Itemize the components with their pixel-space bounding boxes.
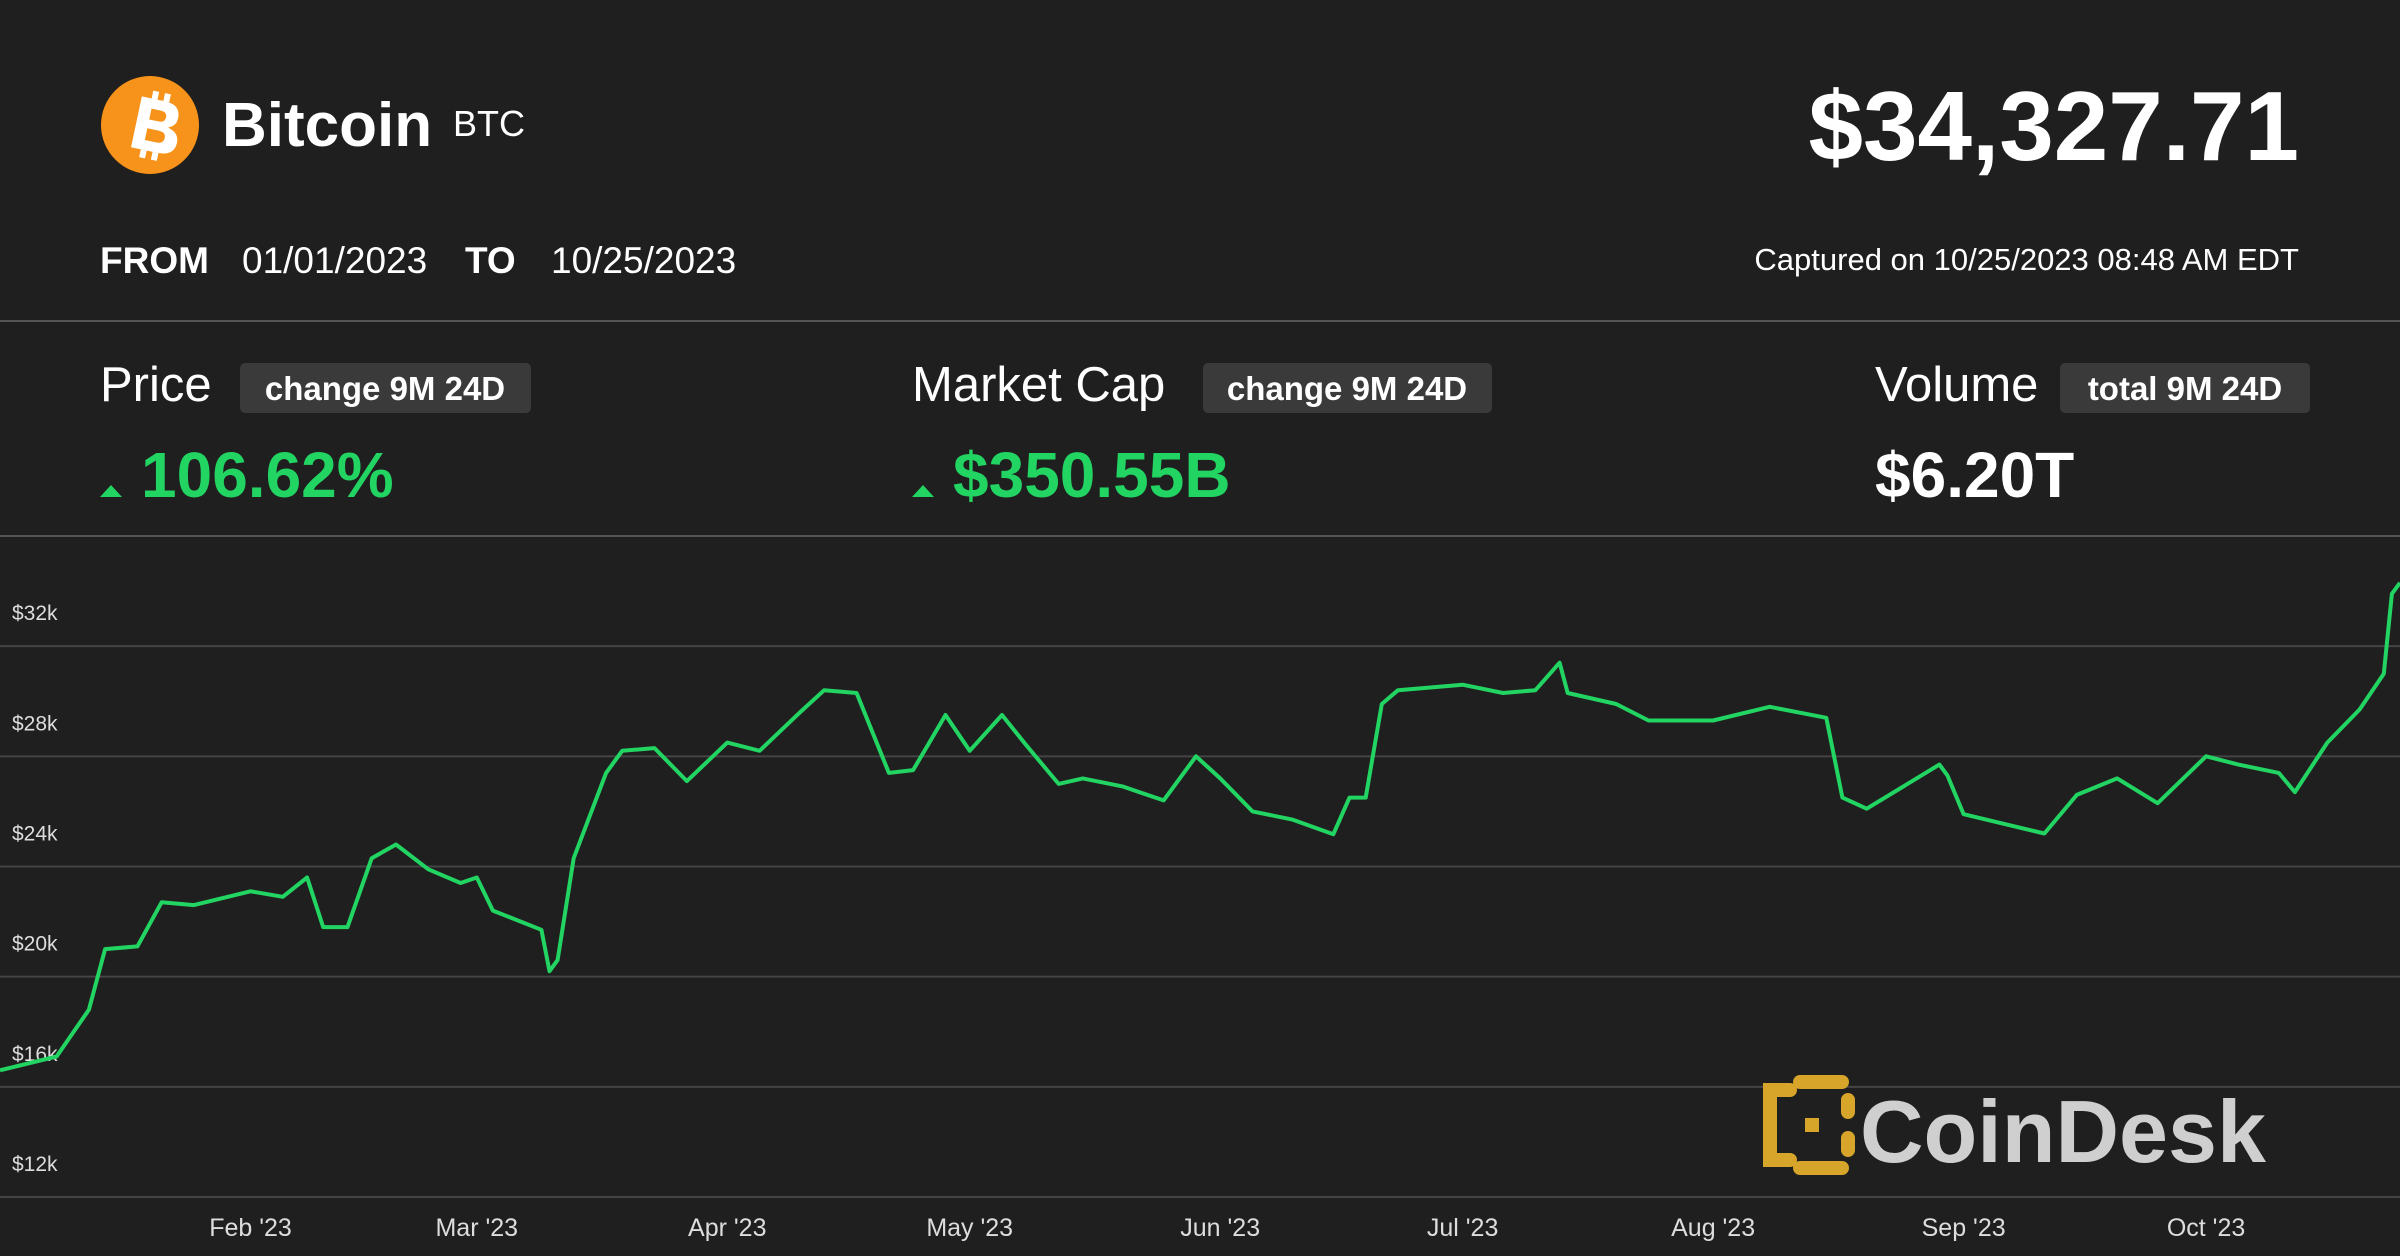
price-line [0, 581, 2400, 1073]
to-date: 10/25/2023 [551, 240, 736, 281]
from-date: 01/01/2023 [242, 240, 427, 281]
y-tick-label: $32k [12, 602, 58, 625]
x-tick-label: Aug '23 [1671, 1214, 1755, 1242]
brand-name: CoinDesk [1860, 1082, 2267, 1181]
from-label: FROM [100, 240, 209, 281]
current-price: $34,327.71 [1809, 71, 2299, 181]
brand-icon-dot [1805, 1118, 1819, 1132]
stat-value: 106.62% [141, 439, 394, 511]
x-tick-label: Feb '23 [209, 1214, 292, 1242]
bitcoin-logo [101, 76, 199, 174]
y-tick-label: $24k [12, 823, 58, 846]
stat-badge [240, 363, 531, 413]
captured-time: Captured on 10/25/2023 08:48 AM EDT [1754, 242, 2299, 277]
up-arrow [912, 485, 934, 497]
y-tick-label: $12k [12, 1153, 58, 1176]
x-tick-label: Oct '23 [2167, 1214, 2245, 1242]
badge-text: total 9M 24D [2088, 370, 2282, 407]
stat-value: $350.55B [953, 439, 1231, 511]
stat-label: Volume [1875, 358, 2038, 412]
coin-name: Bitcoin [222, 91, 432, 160]
stat-label: Price [100, 358, 212, 412]
stat-volume: Volume total 9M 24D $6.20T [1875, 358, 2310, 511]
x-tick-label: Sep '23 [1922, 1214, 2006, 1242]
coin-symbol: BTC [453, 103, 525, 144]
x-tick-label: Mar '23 [435, 1214, 518, 1242]
stat-value: $6.20T [1875, 439, 2074, 511]
stat-price: Price change 9M 24D 106.62% [100, 358, 531, 511]
badge-text: change 9M 24D [265, 370, 505, 407]
stat-market-cap: Market Cap change 9M 24D $350.55B [912, 358, 1492, 511]
badge-text: change 9M 24D [1227, 370, 1467, 407]
x-tick-label: Jun '23 [1180, 1214, 1260, 1242]
to-label: TO [465, 240, 516, 281]
x-tick-label: Apr '23 [688, 1214, 766, 1242]
logo-glyph [131, 90, 179, 161]
y-tick-label: $20k [12, 933, 58, 956]
x-tick-label: May '23 [926, 1214, 1013, 1242]
brand-logo: CoinDesk [1763, 1075, 2267, 1181]
stat-badge [2060, 363, 2310, 413]
up-arrow [100, 485, 122, 497]
stat-badge [1203, 363, 1492, 413]
brand-icon [1763, 1075, 1855, 1175]
x-tick-label: Jul '23 [1427, 1214, 1498, 1242]
stat-label: Market Cap [912, 358, 1165, 412]
y-tick-label: $28k [12, 712, 58, 735]
